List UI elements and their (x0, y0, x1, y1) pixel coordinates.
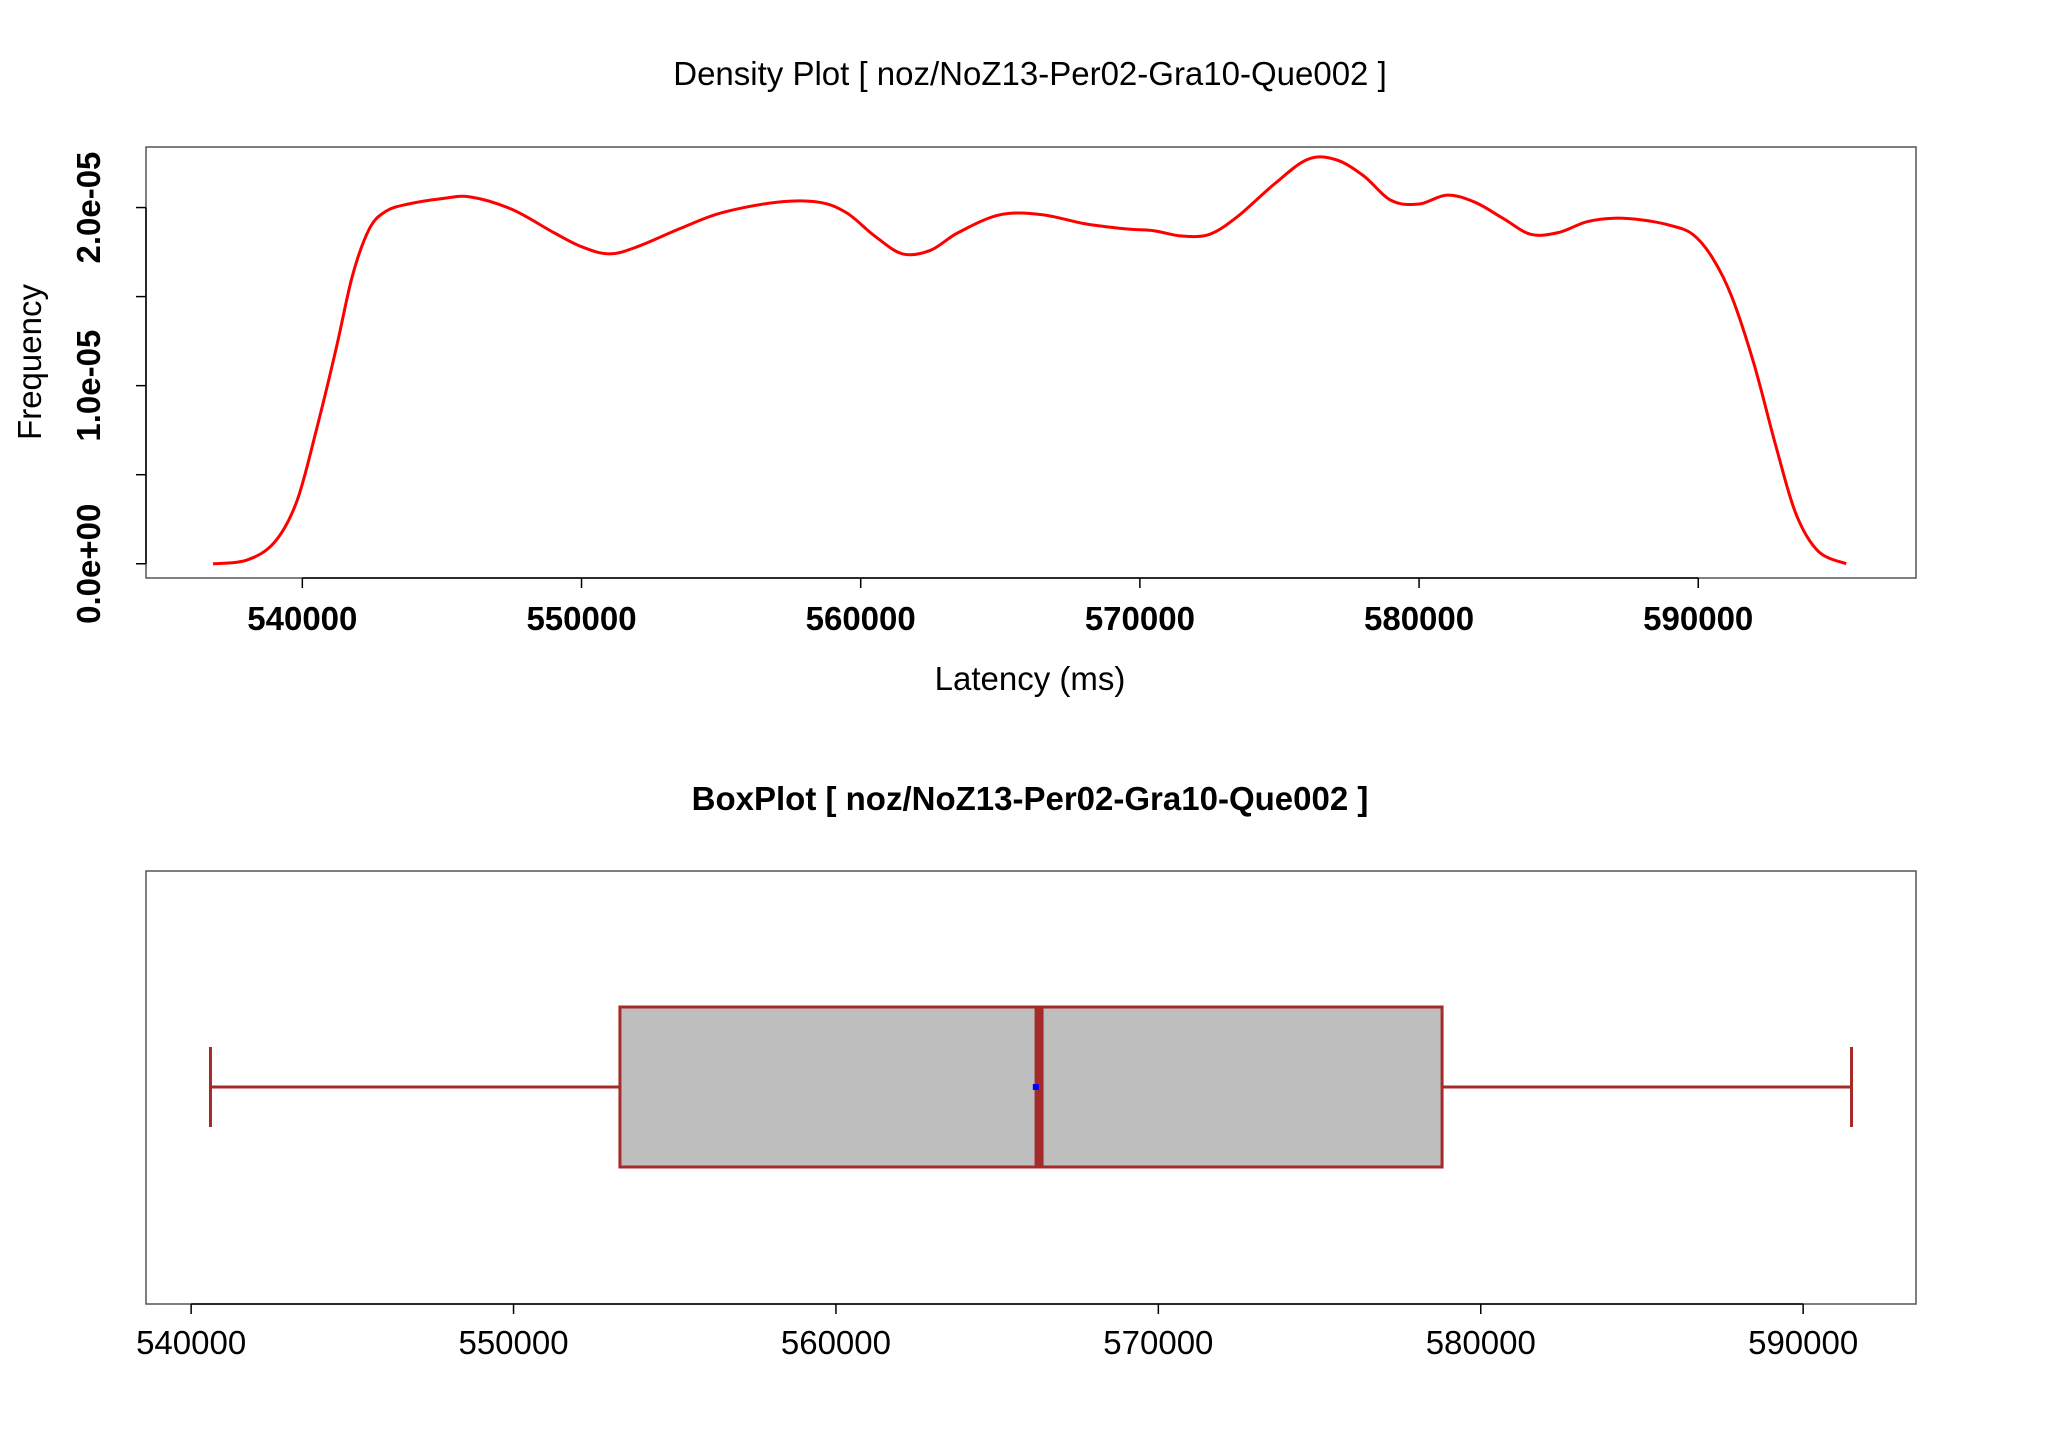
density-y-label: Frequency (11, 284, 48, 440)
box-x-tick-label: 540000 (136, 1324, 246, 1361)
box-x-axis: 540000 550000 560000 570000 580000 590000 (136, 1303, 1858, 1361)
box-x-tick-label: 560000 (781, 1324, 891, 1361)
density-y-tick-label: 0.0e+00 (70, 504, 107, 624)
density-x-tick-label: 560000 (806, 600, 916, 637)
box-x-tick-label: 590000 (1748, 1324, 1858, 1361)
density-x-tick-label: 580000 (1364, 600, 1474, 637)
box-x-tick-label: 580000 (1426, 1324, 1536, 1361)
density-y-tick-label: 2.0e-05 (70, 152, 107, 264)
box-x-tick-label: 550000 (458, 1324, 568, 1361)
box-title: BoxPlot [ noz/NoZ13-Per02-Gra10-Que002 ] (692, 780, 1369, 817)
density-title: Density Plot [ noz/NoZ13-Per02-Gra10-Que… (673, 55, 1387, 92)
density-curve (212, 155, 1847, 566)
box-plot: BoxPlot [ noz/NoZ13-Per02-Gra10-Que002 ]… (136, 780, 1917, 1361)
mean-point (1032, 1084, 1039, 1090)
density-x-tick-label: 540000 (247, 600, 357, 637)
density-x-tick-label: 570000 (1085, 600, 1195, 637)
density-y-axis: 0.0e+00 1.0e-05 2.0e-05 (70, 152, 147, 624)
density-y-tick-label: 1.0e-05 (70, 330, 107, 442)
density-x-tick-label: 550000 (526, 600, 636, 637)
box-x-tick-label: 570000 (1103, 1324, 1213, 1361)
density-x-axis: 540000 550000 560000 570000 580000 590000 (247, 577, 1753, 637)
density-frame (145, 146, 1917, 579)
density-x-tick-label: 590000 (1643, 600, 1753, 637)
box-marks (208, 1005, 1854, 1169)
density-plot: Density Plot [ noz/NoZ13-Per02-Gra10-Que… (11, 55, 1917, 697)
interquartile-box (618, 1005, 1444, 1169)
density-x-label: Latency (ms) (935, 660, 1126, 697)
